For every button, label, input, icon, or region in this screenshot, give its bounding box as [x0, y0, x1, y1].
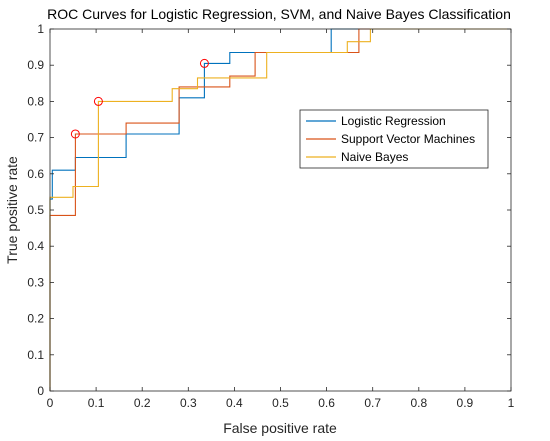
- operating-point-marker-0: [70, 129, 80, 139]
- series-line-2: [49, 28, 511, 391]
- y-axis-label: True positive rate: [4, 156, 20, 264]
- x-tick-label: 0.7: [364, 396, 381, 410]
- plot-area: [50, 29, 511, 391]
- x-tick-label: 0: [47, 396, 54, 410]
- legend: Logistic Regression Support Vector Machin…: [299, 109, 489, 169]
- y-tick-label: 0.4: [27, 239, 44, 253]
- y-tick-label: 0.7: [27, 131, 44, 145]
- y-tick-label: 0.1: [27, 348, 44, 362]
- chart-title: ROC Curves for Logistic Regression, SVM,…: [47, 6, 511, 22]
- y-tick-label: 0.3: [27, 275, 44, 289]
- x-tick-label: 0.2: [134, 396, 151, 410]
- x-tick-label: 1: [508, 396, 515, 410]
- legend-label-0: Logistic Regression: [341, 114, 446, 128]
- y-tick-label: 0.8: [27, 94, 44, 108]
- y-tick-label: 0.2: [27, 312, 44, 326]
- x-axis-label: False positive rate: [223, 420, 337, 436]
- x-tick-label: 0.8: [410, 396, 427, 410]
- y-tick-label: 0.6: [27, 167, 44, 181]
- x-tick-label: 0.5: [272, 396, 289, 410]
- y-tick-label: 0: [37, 384, 44, 398]
- y-tick-label: 1: [37, 22, 44, 36]
- y-tick-label: 0.9: [27, 58, 44, 72]
- x-tick-label: 0.6: [318, 396, 335, 410]
- series-layer: [49, 28, 511, 391]
- x-tick-label: 0.4: [226, 396, 243, 410]
- operating-point-marker-2: [199, 58, 209, 68]
- x-tick-label: 0.9: [457, 396, 474, 410]
- x-tick-label: 0.1: [88, 396, 105, 410]
- tick-layer: 0 0.1 0.2 0.3 0.4 0.5 0.6 0.7 0.8 0.9 1 0 0.1 0.2 0.3 0…: [27, 22, 514, 410]
- operating-point-marker-1: [93, 96, 103, 106]
- legend-label-2: Naive Bayes: [341, 150, 408, 164]
- x-tick-label: 0.3: [180, 396, 197, 410]
- legend-label-1: Support Vector Machines: [341, 132, 475, 146]
- marker-layer: [70, 58, 209, 139]
- y-tick-label: 0.5: [27, 203, 44, 217]
